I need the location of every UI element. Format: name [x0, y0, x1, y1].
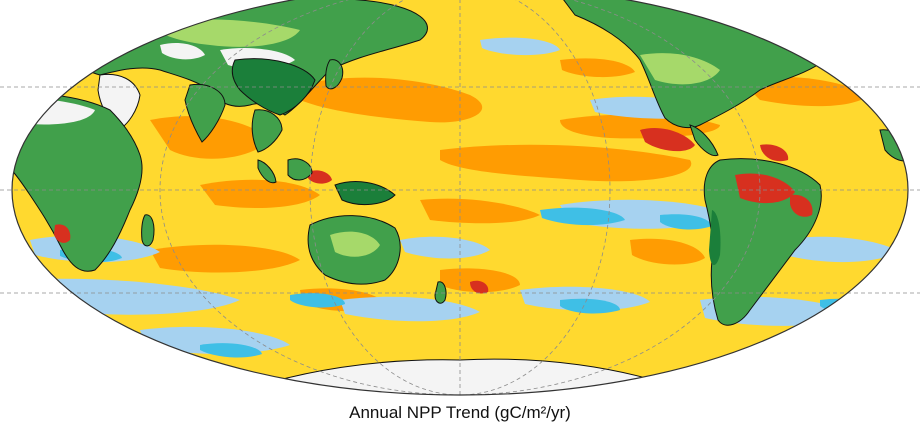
land-australia-interior	[330, 231, 380, 257]
map-caption: Annual NPP Trend (gC/m²/yr)	[349, 403, 571, 422]
land-indochina	[251, 109, 283, 153]
land-borneo	[287, 158, 313, 181]
land-central-america	[689, 124, 719, 157]
land-andes	[709, 210, 721, 266]
land-new-zealand	[434, 281, 447, 304]
land-madagascar	[141, 214, 155, 247]
land-north-america-south	[640, 53, 720, 85]
land-new-guinea	[334, 181, 396, 206]
globe-outline	[11, 0, 909, 396]
land-africa	[12, 92, 143, 272]
land-india	[184, 83, 226, 143]
land-brazil-decrease	[790, 194, 813, 217]
land-amazon-decrease	[735, 173, 795, 204]
ocean-strong-decrease-patches	[308, 127, 789, 294]
land-greenland	[799, 0, 871, 23]
ocean-decrease-patches	[20, 58, 870, 312]
land-africa-decrease	[54, 224, 71, 243]
land-sumatra	[257, 159, 277, 184]
land-no-data-tibet	[160, 43, 205, 60]
land-japan	[325, 59, 344, 90]
npp-trend-map	[0, 0, 920, 396]
